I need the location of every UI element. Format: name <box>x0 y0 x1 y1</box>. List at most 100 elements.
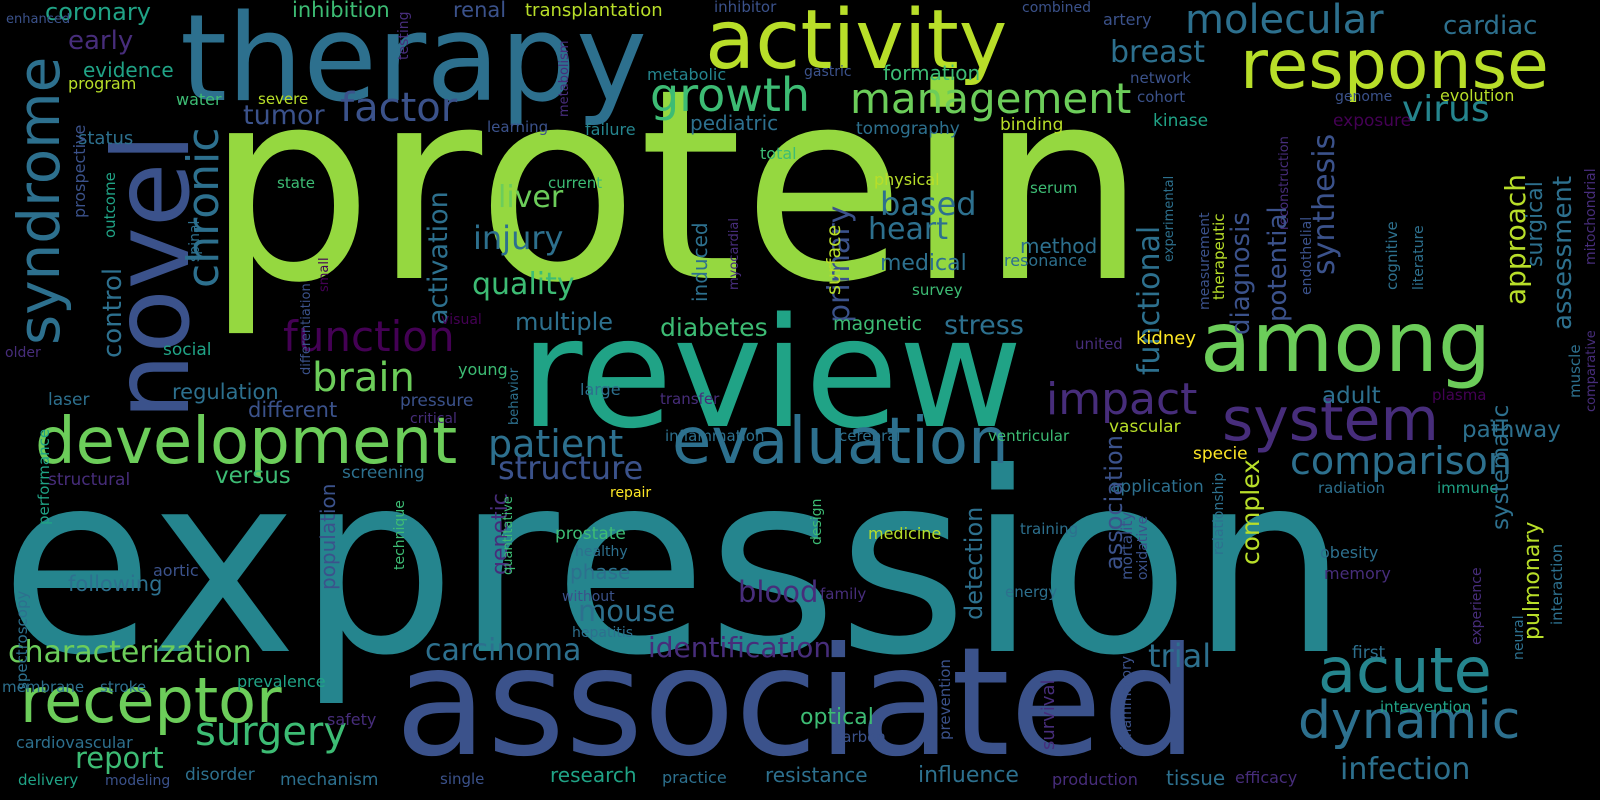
cloud-word-program: program <box>68 74 137 93</box>
cloud-word-formation: formation <box>883 61 981 85</box>
cloud-word-tissue: tissue <box>1166 766 1226 790</box>
cloud-word-efficacy: efficacy <box>1235 768 1298 787</box>
cloud-word-behavior: behavior <box>507 367 522 425</box>
cloud-word-cognitive: cognitive <box>1383 221 1401 290</box>
cloud-word-large: large <box>580 380 621 399</box>
cloud-word-laser: laser <box>48 390 90 410</box>
cloud-word-system: system <box>1222 385 1439 455</box>
cloud-word-ventricular: ventricular <box>988 427 1070 445</box>
cloud-word-structure: structure <box>498 449 644 487</box>
cloud-word-radiation: radiation <box>1318 479 1385 497</box>
cloud-word-evidence: evidence <box>83 58 174 82</box>
cloud-word-surgical: surgical <box>1523 181 1548 267</box>
cloud-word-learning: learning <box>487 118 549 136</box>
cloud-word-united: united <box>1075 335 1123 353</box>
cloud-word-research: research <box>550 763 637 787</box>
cloud-word-experience: experience <box>1469 567 1485 645</box>
cloud-word-spectroscopy: spectroscopy <box>13 590 31 690</box>
cloud-word-intervention: intervention <box>1380 698 1472 716</box>
cloud-word-associated: associated <box>395 616 1198 790</box>
cloud-word-small: small <box>317 257 332 292</box>
cloud-word-binding: binding <box>1000 115 1064 135</box>
cloud-word-spinal: spinal <box>187 220 203 262</box>
cloud-word-modeling: modeling <box>105 773 171 789</box>
cloud-word-carbon: carbon <box>834 728 886 746</box>
cloud-word-prevalence: prevalence <box>237 672 326 691</box>
cloud-word-plasma: plasma <box>1432 386 1487 404</box>
cloud-word-healthy: healthy <box>575 544 628 560</box>
cloud-word-specie: specie <box>1193 444 1248 464</box>
cloud-word-expression: expression <box>0 419 1349 710</box>
cloud-word-early: early <box>68 26 134 56</box>
cloud-word-medicine: medicine <box>868 524 942 543</box>
cloud-word-phase: phase <box>570 560 631 584</box>
cloud-word-diagnosis: diagnosis <box>1226 212 1256 335</box>
cloud-word-social: social <box>163 340 212 360</box>
cloud-word-blood: blood <box>738 575 819 609</box>
cloud-word-failure: failure <box>585 120 636 139</box>
cloud-word-transfer: transfer <box>660 390 720 408</box>
cloud-word-infection: infection <box>1340 752 1471 787</box>
cloud-word-systematic: systematic <box>1488 404 1514 530</box>
cloud-word-severe: severe <box>258 90 309 108</box>
cloud-word-critical: critical <box>410 411 457 427</box>
cloud-word-inflammation: inflammation <box>665 427 765 445</box>
cloud-word-regulation: regulation <box>172 380 279 404</box>
cloud-word-quantitative: quantitative <box>501 496 516 575</box>
cloud-word-older: older <box>5 345 41 361</box>
cloud-word-structural: structural <box>48 470 131 490</box>
cloud-word-young: young <box>458 360 508 379</box>
cloud-word-application: application <box>1110 477 1204 497</box>
cloud-word-without: without <box>562 589 615 605</box>
cloud-word-inflammatory: inflammatory <box>1119 655 1135 750</box>
cloud-word-network: network <box>1130 69 1191 87</box>
cloud-word-response: response <box>1240 26 1549 105</box>
cloud-word-molecular: molecular <box>1185 0 1384 43</box>
cloud-word-testing: testing <box>396 11 412 60</box>
cloud-word-visual: visual <box>441 312 482 328</box>
cloud-word-diabetes: diabetes <box>660 313 768 342</box>
cloud-word-review: review <box>520 285 1023 462</box>
cloud-word-acute: acute <box>1318 634 1492 707</box>
cloud-word-among: among <box>1200 293 1492 391</box>
cloud-word-endothelial: endothelial <box>1299 216 1315 295</box>
cloud-word-chronic: chronic <box>178 127 229 288</box>
cloud-word-carcinoma: carcinoma <box>425 633 582 668</box>
cloud-word-survival: survival <box>1038 679 1059 750</box>
cloud-word-mouse: mouse <box>578 594 676 628</box>
cloud-word-obesity: obesity <box>1320 543 1379 562</box>
cloud-word-trial: trial <box>1148 637 1212 675</box>
cloud-word-surface: surface <box>823 224 845 295</box>
cloud-word-kinase: kinase <box>1153 111 1209 131</box>
cloud-word-genome: genome <box>1335 89 1393 105</box>
cloud-word-dynamic: dynamic <box>1298 691 1521 751</box>
cloud-word-first: first <box>1352 643 1386 663</box>
cloud-word-safety: safety <box>327 710 377 729</box>
cloud-word-coronary: coronary <box>45 0 151 26</box>
cloud-word-pediatric: pediatric <box>690 111 779 135</box>
cloud-word-screening: screening <box>342 463 425 483</box>
cloud-word-method: method <box>1020 234 1098 258</box>
cloud-word-literature: literature <box>1411 225 1427 290</box>
cloud-word-therapy: therapy <box>180 0 647 129</box>
cloud-word-surgery: surgery <box>195 709 348 755</box>
cloud-word-mitochondrial: mitochondrial <box>1583 168 1599 265</box>
cloud-word-report: report <box>75 741 164 775</box>
cloud-word-oxidative: oxidative <box>1135 515 1151 580</box>
cloud-word-evaluation: evaluation <box>672 405 1009 479</box>
cloud-word-cohort: cohort <box>1137 88 1186 106</box>
cloud-word-prostate: prostate <box>555 524 626 544</box>
cloud-word-cerebral: cerebral <box>839 427 901 445</box>
cloud-word-assessment: assessment <box>1548 175 1578 330</box>
cloud-word-energy: energy <box>1005 583 1058 601</box>
cloud-word-different: different <box>248 398 338 422</box>
cloud-word-detection: detection <box>960 506 988 620</box>
cloud-word-practice: practice <box>662 768 727 787</box>
cloud-word-hepatitis: hepatitis <box>572 625 634 641</box>
cloud-word-characterization: characterization <box>8 635 252 670</box>
cloud-word-kidney: kidney <box>1136 328 1196 349</box>
cloud-word-transplantation: transplantation <box>525 0 663 21</box>
cloud-word-factor: factor <box>340 85 458 131</box>
cloud-word-optical: optical <box>800 705 874 730</box>
cloud-word-disorder: disorder <box>185 765 255 785</box>
